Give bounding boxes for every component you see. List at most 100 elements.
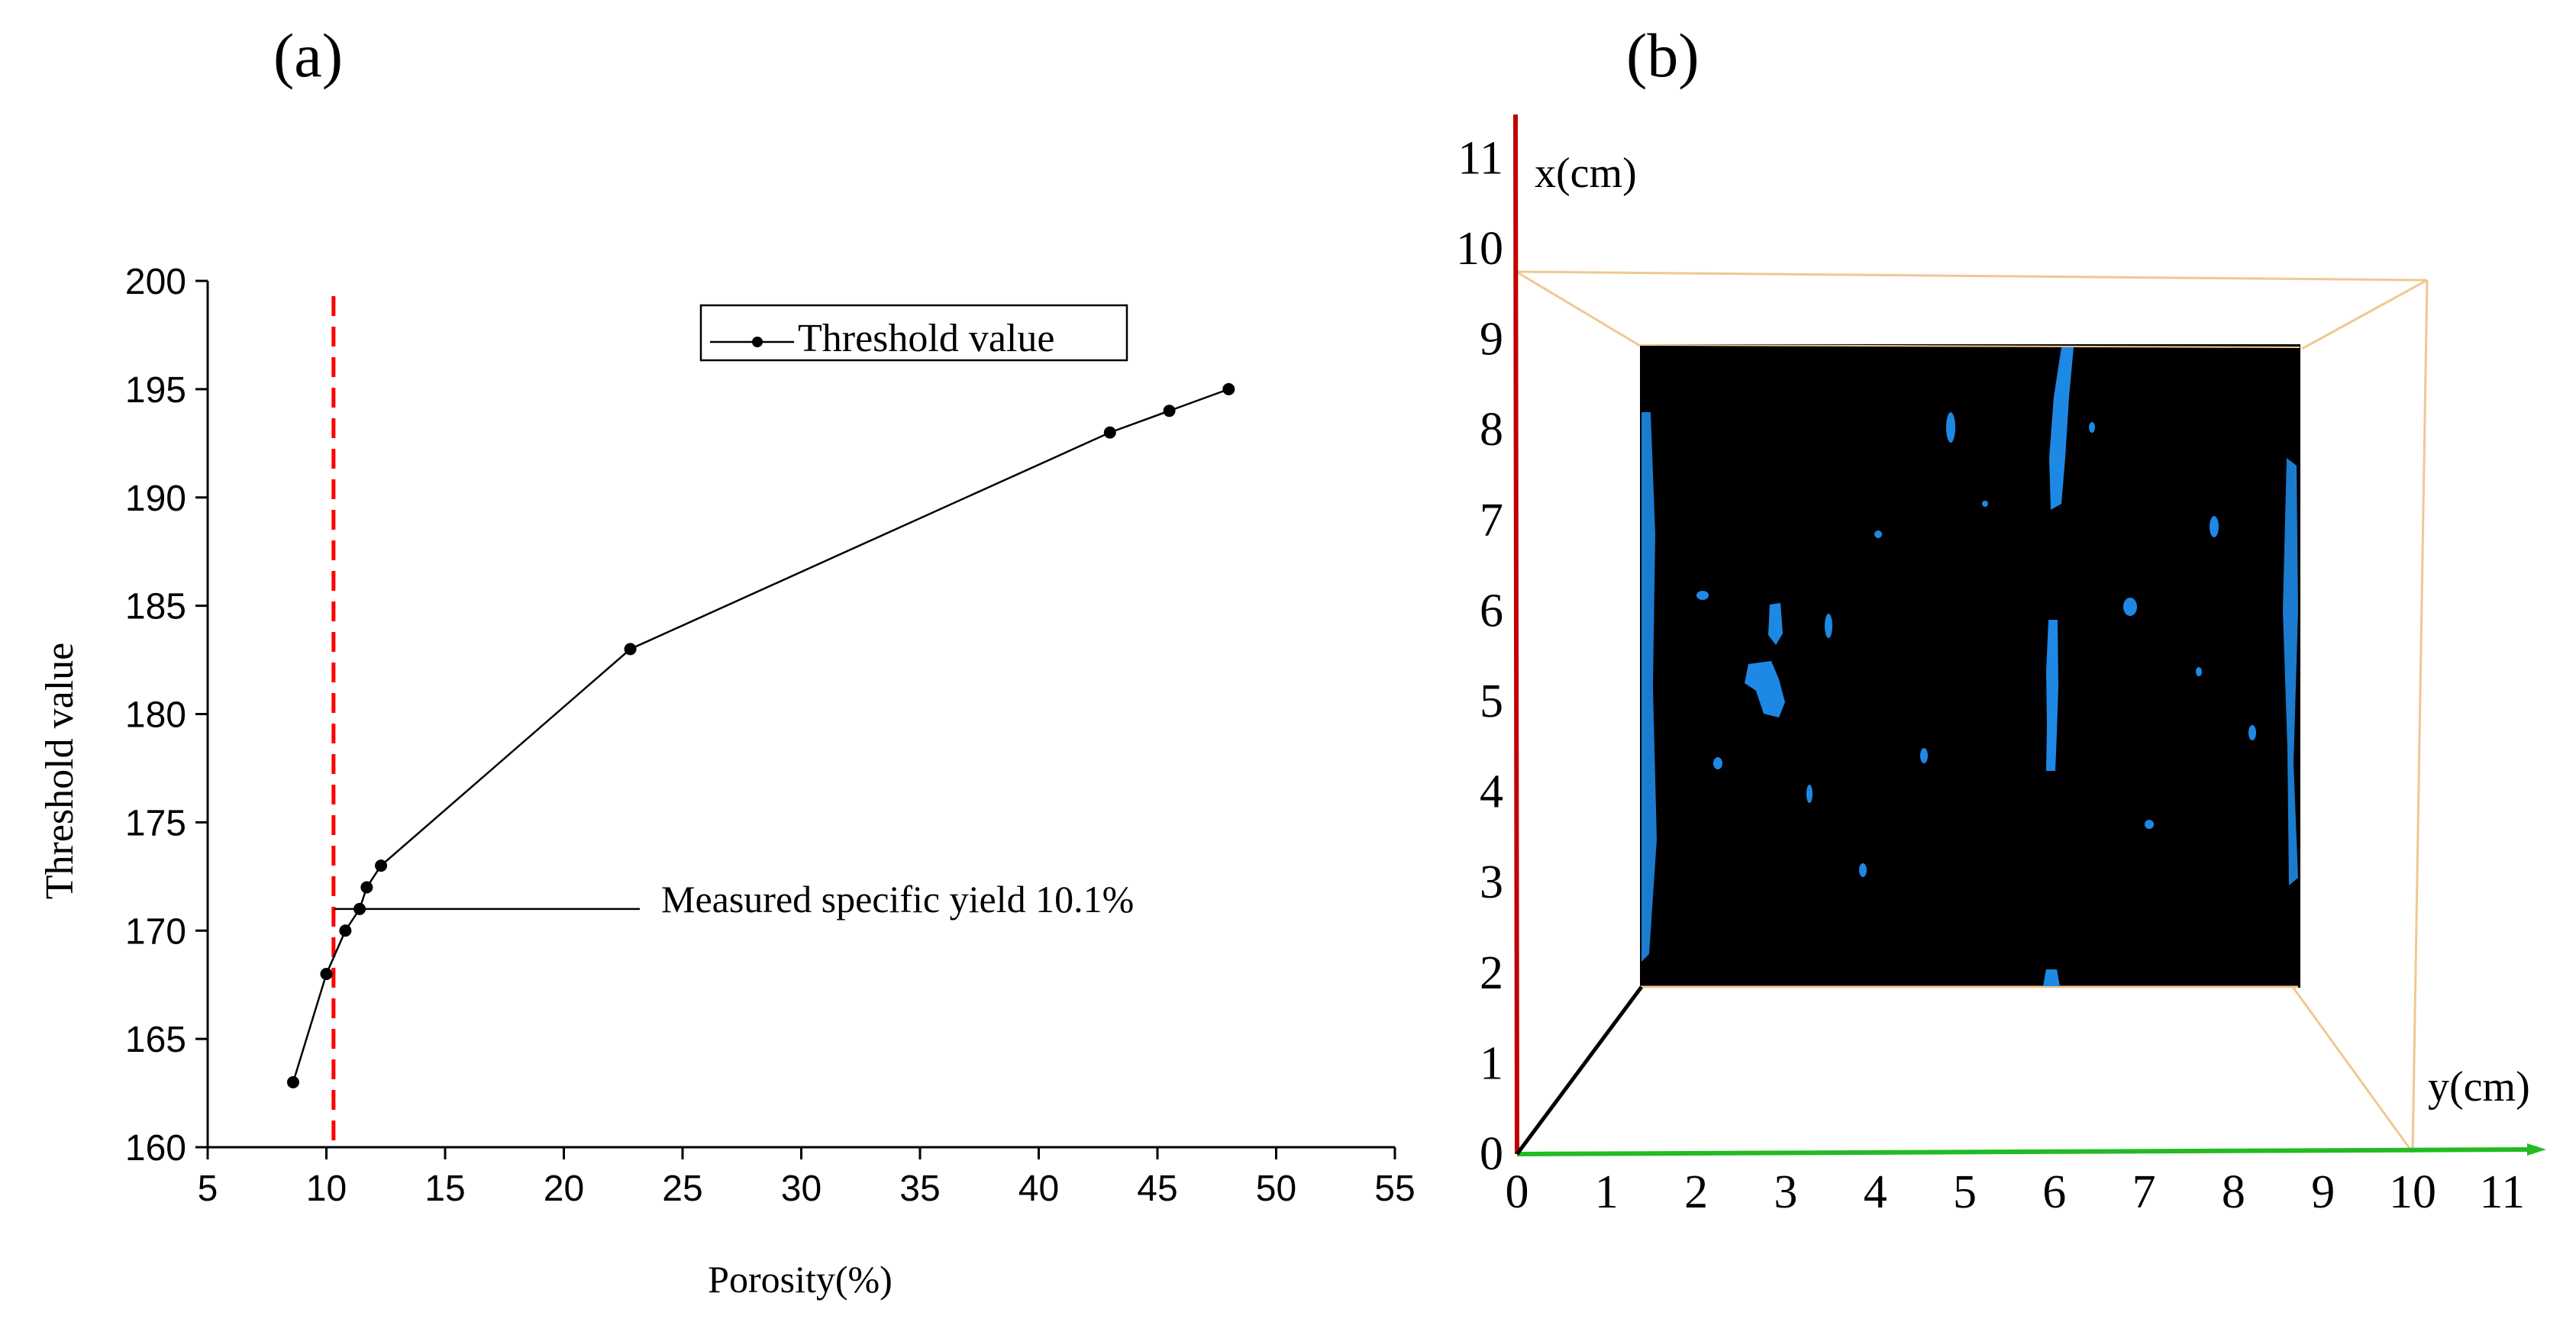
y-axis-tick-label-3d: 2 <box>1684 1166 1708 1218</box>
pore-speck-4 <box>1696 591 1709 600</box>
y-axis-title: Threshold value <box>38 643 82 899</box>
pore-speck-3 <box>1825 614 1832 638</box>
x-axis-tick-label-3d: 4 <box>1480 766 1503 818</box>
legend-marker-sample <box>752 337 763 347</box>
chart-a-axes <box>206 281 1395 1149</box>
y-axis-title-3d: y(cm) <box>2428 1063 2530 1111</box>
y-axis-tick-labels: 0 1 2 3 4 5 6 7 8 9 10 11 <box>1506 1166 2526 1218</box>
x-axis-tick-label-3d: 7 <box>1480 495 1503 547</box>
volume-3d-view: 0 1 2 3 4 5 6 7 8 9 10 11 0 1 2 3 4 5 6 7 8 9 10 11 x(cm) y(cm… <box>1456 114 2546 1218</box>
annotation-text: Measured specific yield 10.1% <box>661 878 1134 921</box>
x-axis-tick-label-3d: 3 <box>1480 856 1503 908</box>
data-point <box>320 968 333 980</box>
x-tick-label: 10 <box>306 1169 347 1209</box>
pore-strip-right-edge <box>2283 458 2298 885</box>
threshold-porosity-chart: 5 10 15 20 25 30 35 40 45 50 55 160 165 170 175 180 185 1… <box>38 262 1416 1301</box>
x-axis-tick-labels: 0 1 2 3 4 5 6 7 8 9 10 11 <box>1456 132 1503 1180</box>
box-edge-top <box>1516 270 2428 282</box>
pore-speck-7 <box>1920 748 1928 763</box>
chart-a-ticks: 5 10 15 20 25 30 35 40 45 50 55 160 165 170 175 180 185 1… <box>125 262 1416 1209</box>
y-axis-tick-label-3d: 3 <box>1774 1166 1797 1218</box>
x-axis-tick-label-3d: 9 <box>1480 314 1503 366</box>
x-tick-label: 20 <box>544 1169 584 1209</box>
panel-b-label: (b) <box>1626 21 1700 90</box>
data-point <box>360 881 373 894</box>
box-edge-back-br <box>2291 986 2414 1153</box>
data-point <box>624 643 637 656</box>
y-tick-label: 185 <box>125 587 186 627</box>
y-tick-label: 165 <box>125 1020 186 1060</box>
box-edge-right <box>2411 279 2429 1153</box>
pore-speck-10 <box>1982 501 1988 507</box>
y-axis-tick-label-3d: 10 <box>2389 1166 2436 1218</box>
x-tick-label: 15 <box>424 1169 465 1209</box>
x-axis-tick-label-3d: 6 <box>1480 585 1503 637</box>
data-point <box>1222 382 1235 395</box>
y-tick-label: 200 <box>125 262 186 302</box>
y-axis-tick-label-3d: 8 <box>2222 1166 2245 1218</box>
pore-network <box>1641 347 2298 986</box>
x-tick-label: 25 <box>662 1169 702 1209</box>
y-axis-arrowhead <box>2527 1143 2546 1156</box>
data-point <box>375 859 388 872</box>
z-axis-line <box>1515 985 1644 1156</box>
pore-speck-2 <box>2123 598 2137 616</box>
x-tick-label: 35 <box>899 1169 940 1209</box>
legend-label: Threshold value <box>798 317 1054 360</box>
x-axis-tick-label-3d: 1 <box>1480 1037 1503 1089</box>
x-axis-tick-label-3d: 0 <box>1480 1128 1503 1180</box>
y-tick-label: 195 <box>125 370 186 411</box>
pore-main-channel <box>2049 347 2074 510</box>
pore-speck-11 <box>1713 757 1722 769</box>
y-tick-label: 170 <box>125 911 186 952</box>
x-axis-title-3d: x(cm) <box>1535 150 1637 197</box>
box-edge-back-tl <box>1516 270 1641 347</box>
x-axis-tick-label-3d: 10 <box>1456 223 1503 275</box>
pore-speck-1 <box>1946 412 1955 443</box>
data-point <box>339 924 352 937</box>
box-edge-back-tr <box>2301 279 2428 350</box>
x-axis-line <box>1513 114 1519 1155</box>
data-point <box>286 1075 299 1088</box>
x-tick-label: 55 <box>1374 1169 1415 1209</box>
pore-bottom-notch <box>2043 969 2060 986</box>
x-tick-label: 30 <box>781 1169 822 1209</box>
y-tick-label: 175 <box>125 803 186 843</box>
x-axis-title: Porosity(%) <box>708 1258 893 1301</box>
pore-speck-14 <box>2089 422 2095 433</box>
x-axis-tick-label-3d: 11 <box>1457 132 1503 184</box>
pore-speck-6 <box>2210 516 2219 537</box>
pore-vertical-fracture <box>2046 620 2058 771</box>
pore-speck-5 <box>1874 530 1882 538</box>
pore-speck-15 <box>2196 667 2202 676</box>
x-tick-label: 40 <box>1018 1169 1059 1209</box>
y-axis-tick-label-3d: 7 <box>2132 1166 2156 1218</box>
panel-a-label: (a) <box>273 21 343 90</box>
volume-face <box>1640 344 2300 988</box>
box-edge-back-top <box>1639 344 2300 348</box>
pore-speck-8 <box>2145 820 2154 829</box>
x-axis-tick-label-3d: 8 <box>1480 404 1503 456</box>
y-axis-line <box>1516 1147 2532 1156</box>
pore-speck-13 <box>1806 785 1813 803</box>
legend-box <box>699 304 1128 362</box>
pore-strip-left-edge <box>1641 412 1657 962</box>
y-axis-tick-label-3d: 11 <box>2479 1166 2525 1218</box>
pore-speck-9 <box>1859 863 1867 877</box>
x-tick-label: 50 <box>1256 1169 1296 1209</box>
data-point <box>1163 405 1176 418</box>
y-axis-tick-label-3d: 0 <box>1506 1166 1529 1218</box>
pore-cluster-left <box>1745 661 1785 717</box>
x-axis-tick-label-3d: 5 <box>1480 676 1503 727</box>
pore-blob-left-mid <box>1768 603 1783 645</box>
y-axis-tick-label-3d: 4 <box>1864 1166 1887 1218</box>
y-tick-label: 180 <box>125 695 186 736</box>
chart-a-legend: Threshold value <box>699 304 1128 362</box>
y-axis-tick-label-3d: 5 <box>1953 1166 1977 1218</box>
y-tick-label: 160 <box>125 1128 186 1169</box>
series-line-threshold <box>292 388 1229 1083</box>
x-tick-label: 45 <box>1137 1169 1177 1209</box>
chart-a-series <box>286 382 1235 1088</box>
bounding-box-edges <box>1516 270 2429 1153</box>
chart-a-annotation: Measured specific yield 10.1% <box>334 878 1134 921</box>
